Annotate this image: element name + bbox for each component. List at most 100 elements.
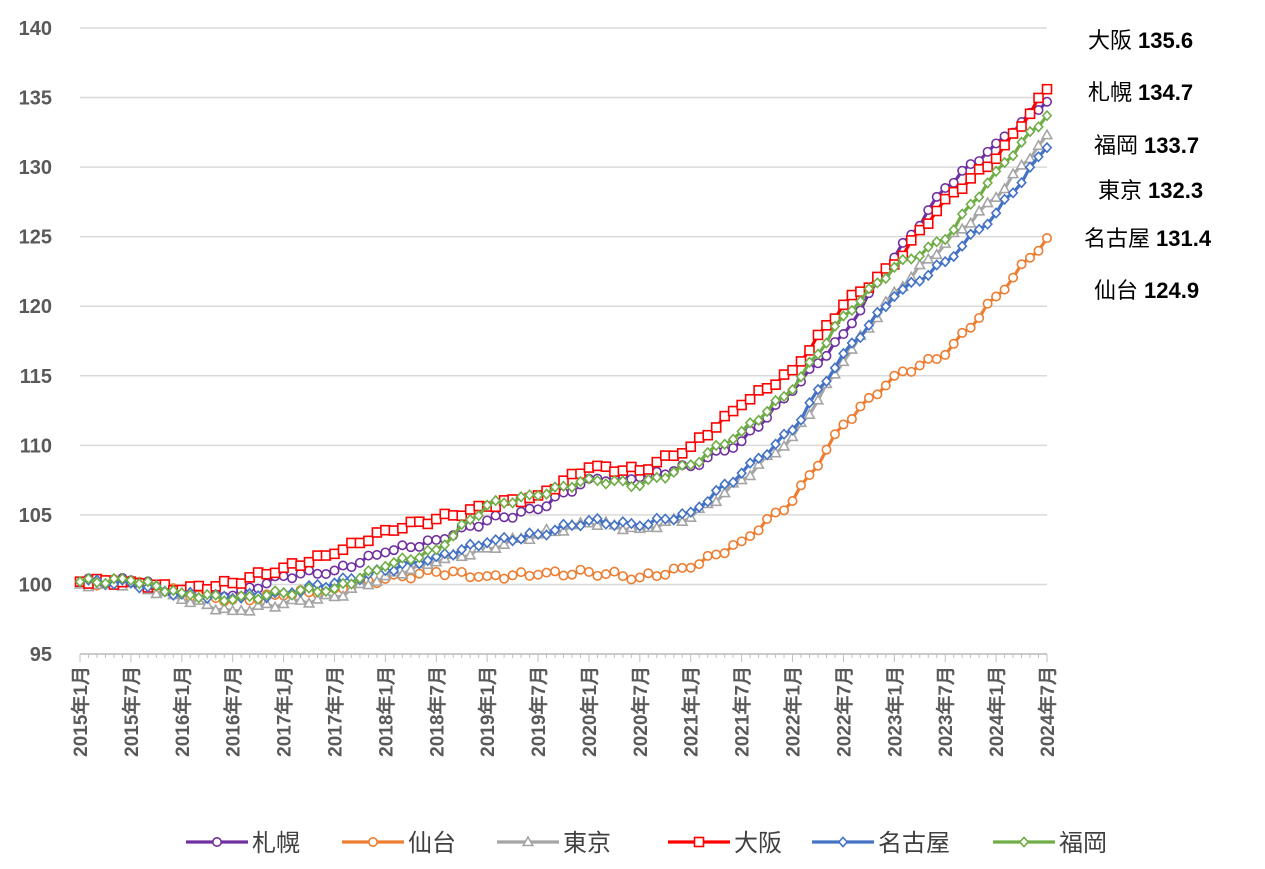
data-point <box>1042 96 1053 107</box>
data-point <box>100 577 111 590</box>
data-point <box>269 567 281 579</box>
data-point <box>447 549 459 561</box>
data-point <box>991 138 1002 149</box>
data-point <box>1015 158 1028 170</box>
data-point <box>1042 233 1053 244</box>
data-point <box>150 587 163 599</box>
data-point <box>846 337 858 349</box>
data-point <box>727 476 739 489</box>
data-point <box>617 571 628 582</box>
y-tick-label: 130 <box>19 157 52 179</box>
data-point <box>736 467 747 479</box>
x-tick-label: 2024年7月 <box>1036 666 1059 757</box>
data-point <box>719 410 730 422</box>
legend-label: 福岡 <box>1059 829 1107 857</box>
legend: 札幌 仙台 東京 大阪 名古屋 福岡 <box>186 829 1107 857</box>
data-point <box>184 589 196 601</box>
data-point <box>735 473 748 485</box>
data-point <box>837 836 849 848</box>
data-point <box>812 348 824 360</box>
data-point <box>1033 150 1044 163</box>
data-point <box>371 549 382 560</box>
data-point <box>1016 259 1027 270</box>
data-point <box>235 578 247 589</box>
data-point <box>609 519 620 532</box>
data-point <box>1033 92 1044 104</box>
data-point <box>855 331 866 344</box>
data-point <box>922 269 934 282</box>
data-point <box>498 497 510 509</box>
data-point <box>212 836 223 847</box>
data-point <box>218 575 230 587</box>
data-point <box>346 578 357 590</box>
data-point <box>244 572 255 583</box>
data-point <box>489 542 502 553</box>
data-point <box>405 553 417 566</box>
data-point <box>600 478 612 490</box>
data-point <box>566 481 578 494</box>
data-point <box>761 405 773 418</box>
data-point <box>159 585 171 598</box>
data-point <box>863 392 874 403</box>
data-point <box>931 191 942 202</box>
x-tick-label: 2017年7月 <box>323 666 346 757</box>
end-label: 仙台 124.9 <box>1094 278 1199 304</box>
data-point <box>431 534 442 545</box>
data-point <box>278 587 289 599</box>
data-point <box>770 379 781 390</box>
data-point <box>473 509 484 522</box>
legend-item: 大阪 <box>668 829 782 857</box>
data-point <box>117 572 128 585</box>
data-point <box>660 513 671 525</box>
series-5 <box>74 109 1053 607</box>
data-point <box>363 550 374 561</box>
data-point <box>650 521 663 533</box>
data-point <box>651 456 663 468</box>
data-point <box>388 525 400 536</box>
data-point <box>464 513 476 526</box>
data-point <box>972 204 986 216</box>
data-point <box>592 474 603 487</box>
data-point <box>693 836 705 848</box>
data-point <box>685 506 697 518</box>
data-point <box>1041 109 1053 122</box>
data-point <box>591 519 604 530</box>
data-point <box>999 284 1010 295</box>
data-point <box>354 572 366 584</box>
data-point <box>311 592 324 604</box>
data-point <box>855 295 866 307</box>
legend-label: 札幌 <box>252 829 300 857</box>
gridlines <box>80 27 1047 655</box>
data-point <box>541 567 552 578</box>
data-point <box>388 565 400 577</box>
data-point <box>778 369 790 380</box>
data-point <box>956 240 968 252</box>
data-point <box>430 543 442 556</box>
data-point <box>362 578 375 590</box>
data-point <box>770 438 781 450</box>
data-point <box>370 574 384 586</box>
data-point <box>566 569 577 580</box>
data-point <box>940 182 951 193</box>
data-point <box>329 548 340 560</box>
data-point <box>677 562 688 573</box>
data-point <box>668 563 679 574</box>
data-point <box>566 468 578 480</box>
data-point <box>931 205 943 217</box>
data-point <box>914 275 926 287</box>
data-point <box>497 538 511 550</box>
data-point <box>142 575 154 588</box>
data-point <box>414 557 425 570</box>
data-point <box>930 248 943 260</box>
data-point <box>804 470 815 481</box>
data-point <box>380 560 391 573</box>
end-label: 東京 132.3 <box>1098 178 1203 204</box>
data-point <box>278 562 289 574</box>
data-point <box>795 414 807 426</box>
y-tick-label: 135 <box>19 88 52 110</box>
data-point <box>371 527 383 538</box>
data-point <box>931 235 943 248</box>
data-point <box>626 461 637 473</box>
data-point <box>616 523 630 535</box>
data-point <box>397 522 408 534</box>
